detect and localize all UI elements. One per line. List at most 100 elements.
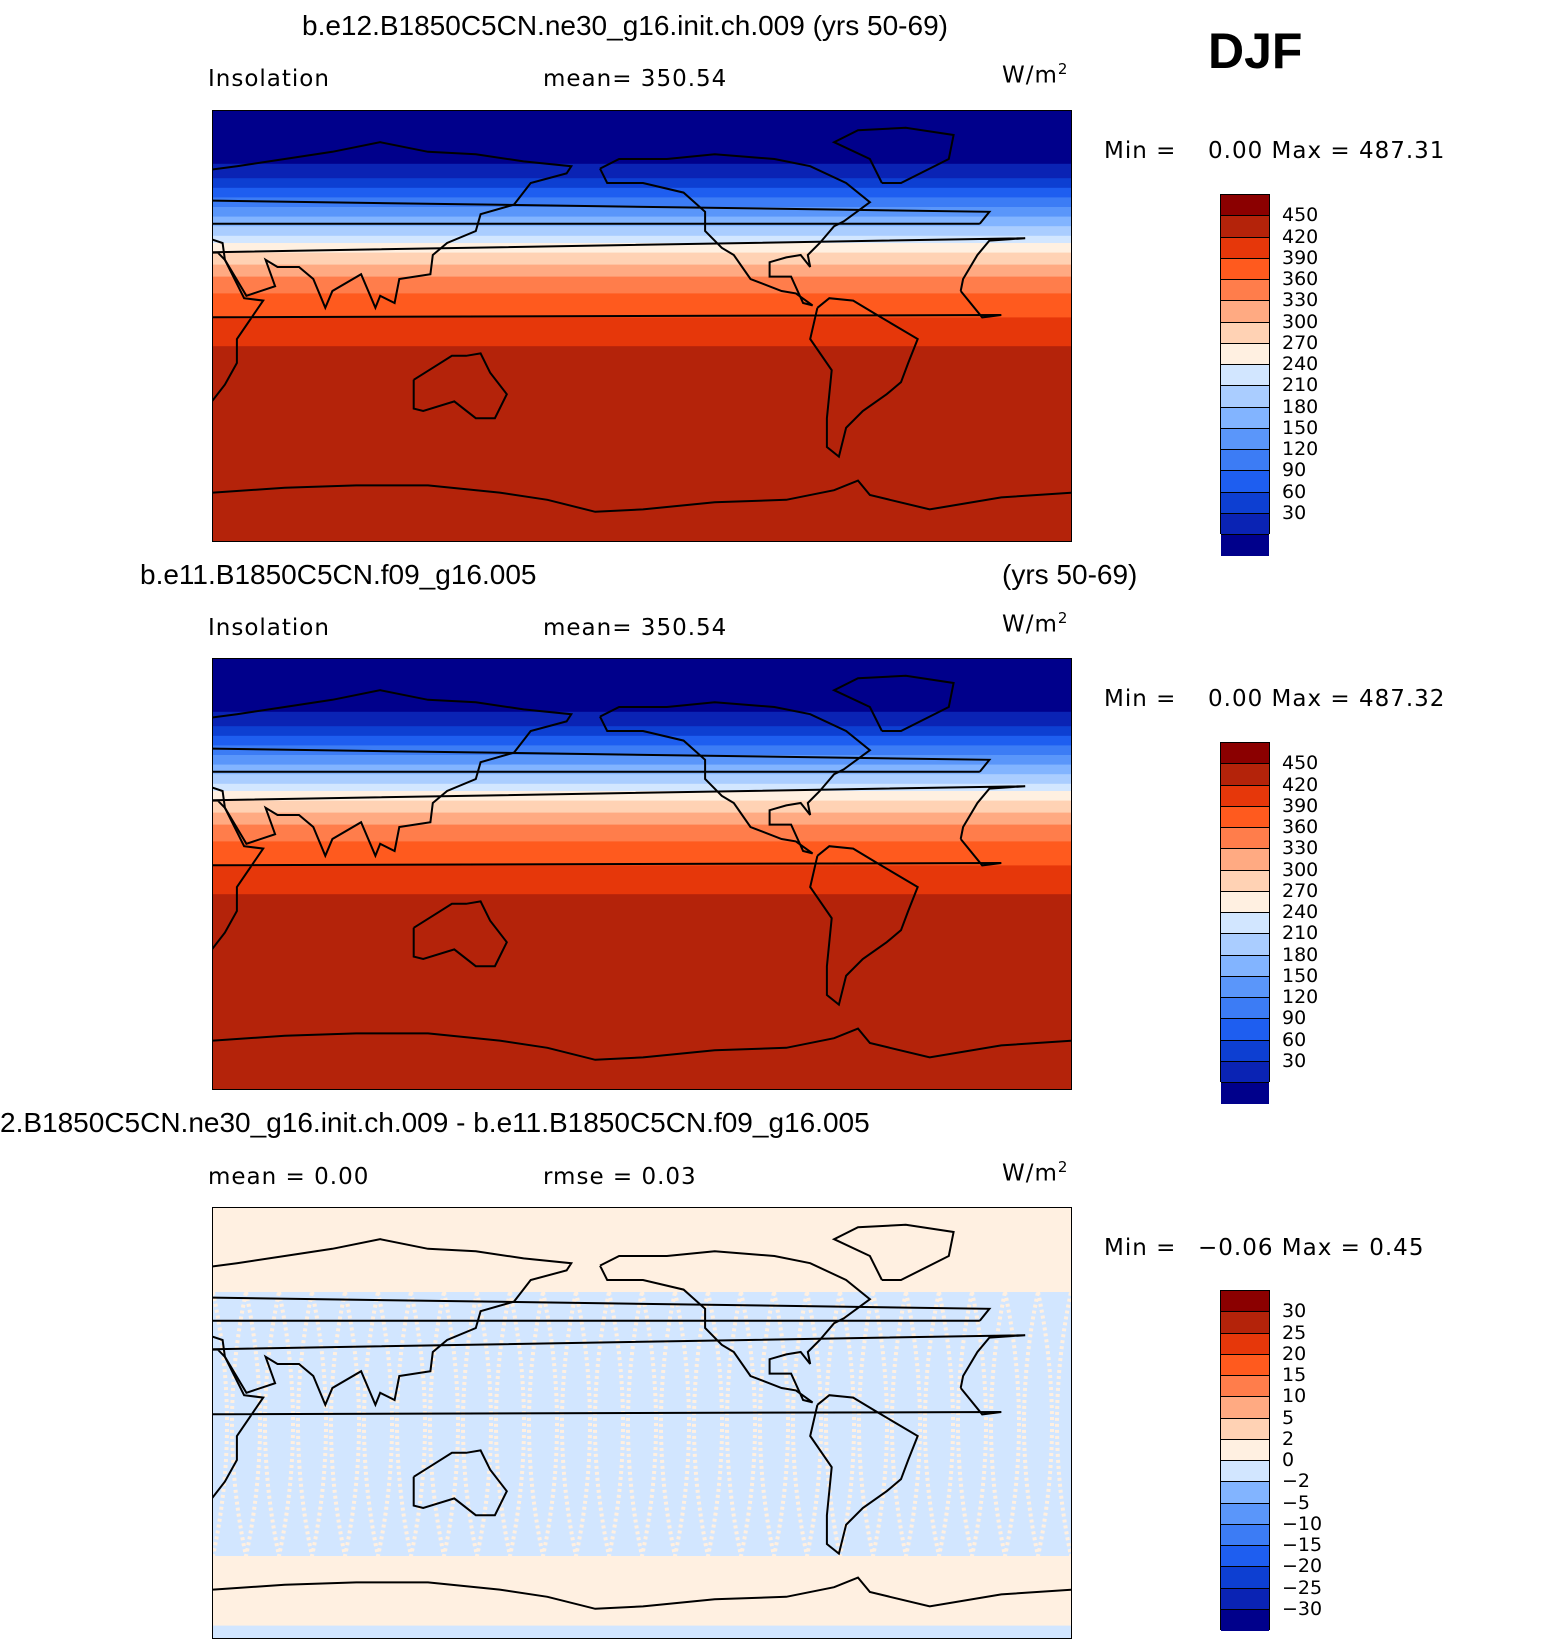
coastline (412, 352, 508, 420)
panel1-mean-label: mean= 350.54 (543, 66, 728, 92)
panel2-title: b.e11.B1850C5CN.f09_g16.005 (140, 559, 537, 590)
contour-band (213, 783, 1071, 792)
colorbar-segment (1221, 216, 1269, 238)
colorbar-segment (1221, 1461, 1269, 1483)
colorbar-tick-label: 240 (1282, 353, 1319, 375)
coastline (213, 1576, 1071, 1610)
coastline (809, 297, 919, 459)
contour-band (213, 264, 1071, 278)
colorbar-segment (1221, 870, 1269, 892)
colorbar-segment (1221, 1588, 1269, 1610)
contour-band (213, 293, 1071, 318)
colorbar-segment (1221, 891, 1269, 913)
contour-lattice (791, 1291, 823, 1557)
coastline (213, 689, 992, 859)
colorbar-segment (1221, 1397, 1269, 1419)
contour-lattice (725, 1291, 757, 1557)
colorbar-tick-label: 180 (1282, 943, 1319, 966)
contour-band (213, 197, 1071, 208)
contour-lattice (527, 1291, 559, 1557)
colorbar-tick-label: 420 (1282, 773, 1319, 796)
contour-band (213, 163, 1071, 179)
colorbar-tick-label: 330 (1282, 289, 1319, 312)
colorbar-tick-label: 360 (1282, 268, 1319, 290)
coastline (213, 141, 992, 311)
panel1-units: W/m2 (1002, 60, 1069, 89)
colorbar-tick-label: 0 (1282, 1449, 1295, 1471)
panel1-min-label: Min = (1104, 138, 1177, 164)
colorbar-segment (1221, 1291, 1269, 1313)
contour-band (213, 111, 1071, 165)
contour-band (213, 841, 1071, 866)
colorbar-segment (1221, 195, 1269, 217)
contour-band (213, 1556, 1071, 1626)
panel3-rmse-label: rmse = 0.03 (543, 1164, 697, 1190)
contour-lattice (758, 1291, 790, 1557)
contour-band (213, 755, 1071, 766)
contour-band (213, 187, 1071, 198)
panel2-minmax-values: 0.00 Max = 487.32 (1208, 686, 1446, 712)
coastline (213, 785, 1026, 950)
colorbar-tick-label: 180 (1282, 395, 1319, 418)
colorbar-tick-label: 330 (1282, 837, 1319, 860)
coastline (831, 1223, 955, 1281)
colorbar-segment (1221, 535, 1269, 557)
contour-band (213, 774, 1071, 785)
colorbar-tick-label: 120 (1282, 986, 1319, 1008)
colorbar-segment (1221, 1418, 1269, 1440)
coastline (412, 1449, 508, 1517)
colorbar-segment (1221, 492, 1269, 514)
coastline (213, 1334, 1026, 1499)
contour-band (213, 824, 1071, 842)
panel1-map-svg (213, 111, 1071, 541)
contour-lattice (890, 1291, 922, 1557)
contour-band (213, 207, 1071, 218)
colorbar-tick-label: 5 (1282, 1406, 1295, 1429)
colorbar-tick-label: −5 (1282, 1491, 1311, 1514)
colorbar-segment (1221, 998, 1269, 1020)
colorbar-tick-label: −30 (1282, 1597, 1323, 1620)
contour-band (213, 276, 1071, 294)
colorbar-segment (1221, 450, 1269, 472)
colorbar-tick-label: 120 (1282, 438, 1319, 460)
colorbar-tick-label: 360 (1282, 816, 1319, 838)
panel2-map-svg (213, 659, 1071, 1089)
colorbar-tick-label: 270 (1282, 331, 1319, 354)
contour-lattice (461, 1291, 493, 1557)
colorbar-tick-label: 30 (1282, 501, 1307, 524)
panel1-map (212, 110, 1072, 542)
colorbar-segment (1221, 513, 1269, 535)
colorbar-tick-label: 210 (1282, 922, 1319, 945)
colorbar-segment (1221, 934, 1269, 956)
colorbar-segment (1221, 1376, 1269, 1398)
colorbar-tick-label: 270 (1282, 879, 1319, 902)
colorbar-segment (1221, 1354, 1269, 1376)
colorbar-segment (1221, 1040, 1269, 1062)
colorbar-segment (1221, 1333, 1269, 1355)
contour-lattice (428, 1291, 460, 1557)
contour-band (213, 865, 1071, 895)
colorbar-segment (1221, 743, 1269, 765)
colorbar-tick-label: −20 (1282, 1555, 1323, 1578)
colorbar-segment (1221, 386, 1269, 408)
colorbar-tick-label: 25 (1282, 1321, 1307, 1344)
colorbar-segment (1221, 1439, 1269, 1461)
contour-lattice (263, 1291, 295, 1557)
contour-band (213, 235, 1071, 244)
colorbar-segment (1221, 1312, 1269, 1334)
colorbar-tick-label: 450 (1282, 204, 1319, 227)
contour-band (213, 252, 1071, 266)
colorbar-tick-label: 20 (1282, 1342, 1307, 1365)
season-label: DJF (1208, 23, 1303, 79)
contour-lattice (923, 1291, 955, 1557)
contour-band (213, 226, 1071, 237)
contour-lattice (230, 1291, 262, 1557)
contour-band (213, 894, 1071, 1089)
colorbar-tick-label: 150 (1282, 964, 1319, 987)
colorbar-tick-label: 210 (1282, 374, 1319, 397)
contour-band (213, 711, 1071, 727)
colorbar-segment (1221, 1609, 1269, 1631)
colorbar-segment (1221, 785, 1269, 807)
contour-band (213, 243, 1071, 254)
colorbar-segment (1221, 280, 1269, 302)
